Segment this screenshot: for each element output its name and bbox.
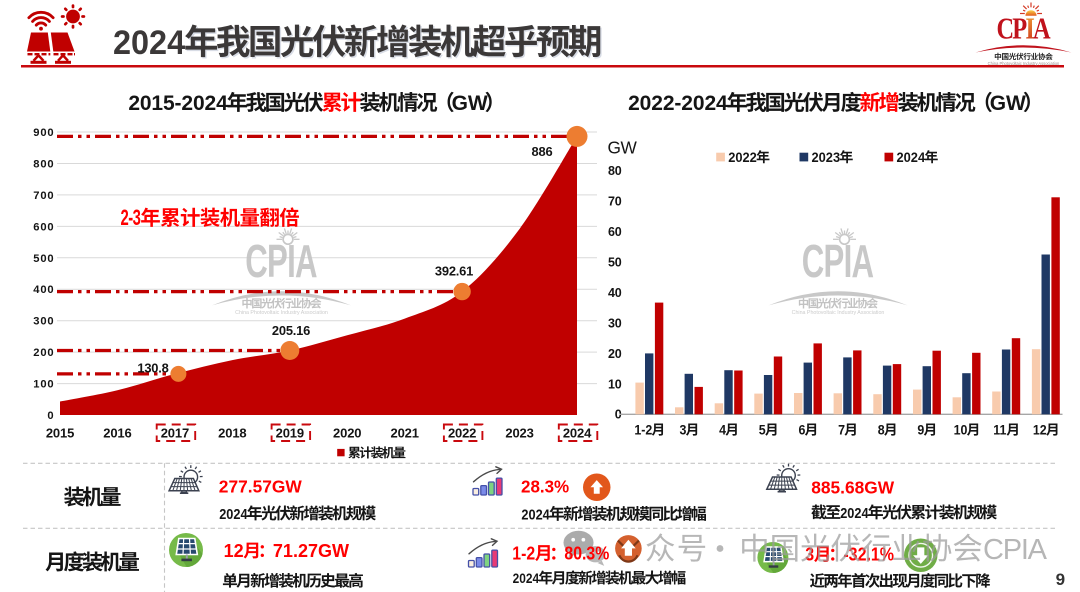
svg-text:12: 12 <box>224 541 244 561</box>
svg-text:80.3%: 80.3% <box>564 542 609 563</box>
svg-text:2020: 2020 <box>333 426 361 441</box>
svg-text:300: 300 <box>33 316 54 328</box>
svg-text:80: 80 <box>608 164 622 178</box>
svg-text:2024: 2024 <box>513 570 540 586</box>
svg-text:0: 0 <box>615 408 622 422</box>
svg-text:2024: 2024 <box>840 504 869 521</box>
svg-text:3: 3 <box>680 422 687 438</box>
svg-text:800: 800 <box>33 158 54 170</box>
svg-text:CPIA: CPIA <box>245 236 317 288</box>
svg-text:China Photovoltaic Industry As: China Photovoltaic Industry Association <box>235 310 328 316</box>
svg-text:GW: GW <box>608 138 638 158</box>
svg-text:11: 11 <box>993 422 1006 438</box>
svg-text:277.57GW: 277.57GW <box>219 476 302 496</box>
svg-text:2024: 2024 <box>563 426 592 441</box>
svg-text:4: 4 <box>719 422 727 438</box>
svg-text:71.27GW: 71.27GW <box>273 541 350 561</box>
svg-text:P: P <box>1012 11 1027 45</box>
svg-text:600: 600 <box>33 221 54 233</box>
svg-text:2016: 2016 <box>103 426 131 441</box>
svg-text:2023: 2023 <box>505 426 533 441</box>
svg-text:5: 5 <box>759 422 766 438</box>
svg-text:China Photovoltaic Industry As: China Photovoltaic Industry Association <box>988 61 1060 66</box>
svg-text:886: 886 <box>532 144 553 159</box>
svg-text:500: 500 <box>33 253 54 265</box>
svg-text:GW: GW <box>990 92 1026 115</box>
svg-text:100: 100 <box>33 379 54 391</box>
svg-text:0: 0 <box>47 410 54 422</box>
svg-text:CPIA: CPIA <box>802 236 874 288</box>
svg-text:12: 12 <box>1033 422 1047 438</box>
svg-text:2-3: 2-3 <box>121 206 141 231</box>
svg-text:6: 6 <box>798 422 805 438</box>
svg-text:2018: 2018 <box>218 426 246 441</box>
svg-text:2024: 2024 <box>113 24 185 62</box>
svg-text:2022-2024: 2022-2024 <box>628 92 728 115</box>
svg-text:700: 700 <box>33 190 54 202</box>
svg-text:2024: 2024 <box>897 150 926 166</box>
svg-text:200: 200 <box>33 347 54 359</box>
svg-text:205.16: 205.16 <box>272 323 310 338</box>
svg-text:400: 400 <box>33 284 54 296</box>
svg-text:885.68GW: 885.68GW <box>811 477 894 497</box>
svg-text:900: 900 <box>33 127 54 139</box>
svg-text:8: 8 <box>878 422 885 438</box>
svg-text:10: 10 <box>608 377 622 391</box>
svg-text:2024: 2024 <box>521 505 550 522</box>
svg-text:2024: 2024 <box>219 505 248 522</box>
svg-text:2023: 2023 <box>812 150 841 166</box>
svg-text:1-2: 1-2 <box>634 422 652 438</box>
svg-text:2015-2024: 2015-2024 <box>128 92 228 115</box>
svg-text:2017: 2017 <box>161 426 189 441</box>
svg-text:2022: 2022 <box>728 150 757 166</box>
svg-text:A: A <box>1033 11 1051 45</box>
svg-text:2019: 2019 <box>276 426 304 441</box>
svg-text:30: 30 <box>608 316 622 330</box>
svg-text:I: I <box>1025 11 1034 45</box>
svg-text:60: 60 <box>608 225 622 239</box>
svg-text:2015: 2015 <box>46 426 74 441</box>
svg-text:GW: GW <box>452 92 488 115</box>
svg-text:20: 20 <box>608 347 622 361</box>
svg-text:2021: 2021 <box>391 426 419 441</box>
svg-text:9: 9 <box>1056 570 1065 589</box>
svg-text:China Photovoltaic Industry As: China Photovoltaic Industry Association <box>792 310 885 316</box>
svg-text:28.3%: 28.3% <box>521 476 570 497</box>
svg-text:392.61: 392.61 <box>435 264 473 279</box>
svg-text:50: 50 <box>608 256 622 270</box>
svg-text:1-2: 1-2 <box>512 542 535 563</box>
svg-text:130.8: 130.8 <box>137 360 168 375</box>
svg-text:2022: 2022 <box>448 426 476 441</box>
svg-text:10: 10 <box>954 422 968 438</box>
svg-text:70: 70 <box>608 195 622 209</box>
svg-text:40: 40 <box>608 286 622 300</box>
svg-text:9: 9 <box>917 422 924 438</box>
svg-text:C: C <box>997 11 1015 45</box>
svg-text:7: 7 <box>838 422 845 438</box>
svg-text:CPIA: CPIA <box>983 534 1048 566</box>
